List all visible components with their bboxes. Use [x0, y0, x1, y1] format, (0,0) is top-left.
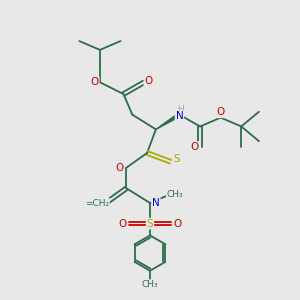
Text: O: O [217, 107, 225, 117]
Text: O: O [144, 76, 153, 86]
Text: N: N [176, 111, 183, 121]
Text: CH₃: CH₃ [167, 190, 183, 199]
Text: O: O [116, 163, 124, 173]
Text: O: O [91, 77, 99, 87]
Text: O: O [173, 219, 181, 229]
Text: O: O [119, 219, 127, 229]
Text: H: H [177, 105, 183, 114]
Text: CH₃: CH₃ [142, 280, 158, 289]
Text: N: N [152, 198, 160, 208]
Text: =CH₂: =CH₂ [85, 199, 109, 208]
Polygon shape [156, 113, 180, 129]
Text: S: S [174, 154, 180, 164]
Text: S: S [147, 219, 153, 229]
Text: O: O [190, 142, 199, 152]
